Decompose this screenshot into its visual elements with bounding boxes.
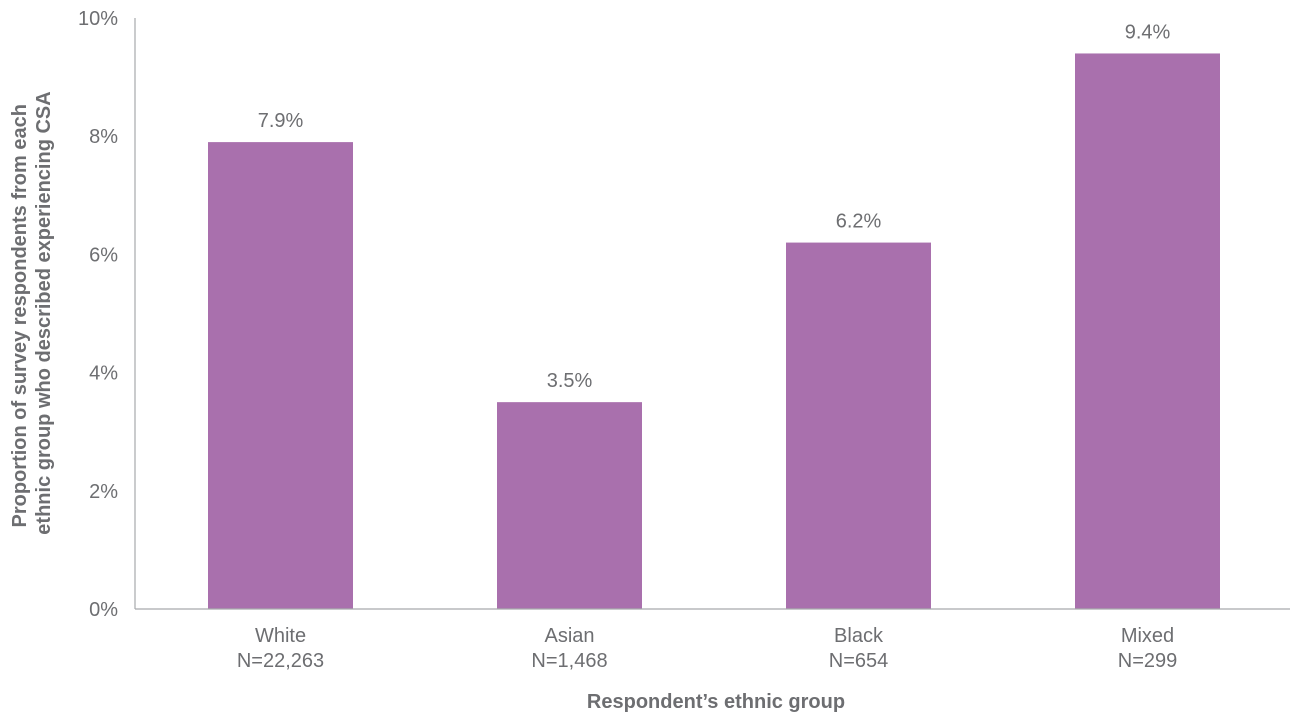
x-tick-label-white: White — [255, 625, 306, 647]
x-tick-label-black: Black — [834, 625, 884, 647]
x-tick-sublabel-black: N=654 — [829, 650, 889, 672]
data-label-asian: 3.5% — [547, 370, 593, 392]
data-label-mixed: 9.4% — [1125, 21, 1171, 43]
x-tick-sublabel-asian: N=1,468 — [531, 650, 607, 672]
bar-asian — [497, 402, 642, 609]
data-labels: 7.9% 3.5% 6.2% 9.4% — [258, 21, 1171, 392]
y-axis-title-line-1: Proportion of survey respondents from ea… — [9, 104, 31, 527]
x-tick-label-asian: Asian — [544, 625, 594, 647]
y-tick-label: 10% — [78, 8, 118, 30]
x-axis-ticks: White N=22,263 Asian N=1,468 Black N=654 Mixed… — [237, 625, 1177, 672]
y-tick-label: 0% — [89, 599, 118, 621]
data-label-white: 7.9% — [258, 110, 304, 132]
x-tick-sublabel-mixed: N=299 — [1118, 650, 1178, 672]
y-tick-label: 2% — [89, 481, 118, 503]
y-tick-label: 4% — [89, 363, 118, 385]
x-axis-title: Respondent’s ethnic group — [587, 691, 845, 713]
bar-black — [786, 242, 931, 609]
y-axis-title: Proportion of survey respondents from ea… — [9, 91, 55, 534]
bar-mixed — [1075, 53, 1220, 609]
y-axis-ticks: 0% 2% 4% 6% 8% 10% — [78, 8, 118, 621]
x-tick-sublabel-white: N=22,263 — [237, 650, 324, 672]
bar-white — [208, 142, 353, 610]
y-axis-title-line-2: ethnic group who described experiencing … — [33, 91, 55, 534]
x-tick-label-mixed: Mixed — [1121, 625, 1174, 647]
data-label-black: 6.2% — [836, 211, 882, 233]
y-tick-label: 6% — [89, 244, 118, 266]
y-tick-label: 8% — [89, 126, 118, 148]
bars — [208, 53, 1220, 610]
